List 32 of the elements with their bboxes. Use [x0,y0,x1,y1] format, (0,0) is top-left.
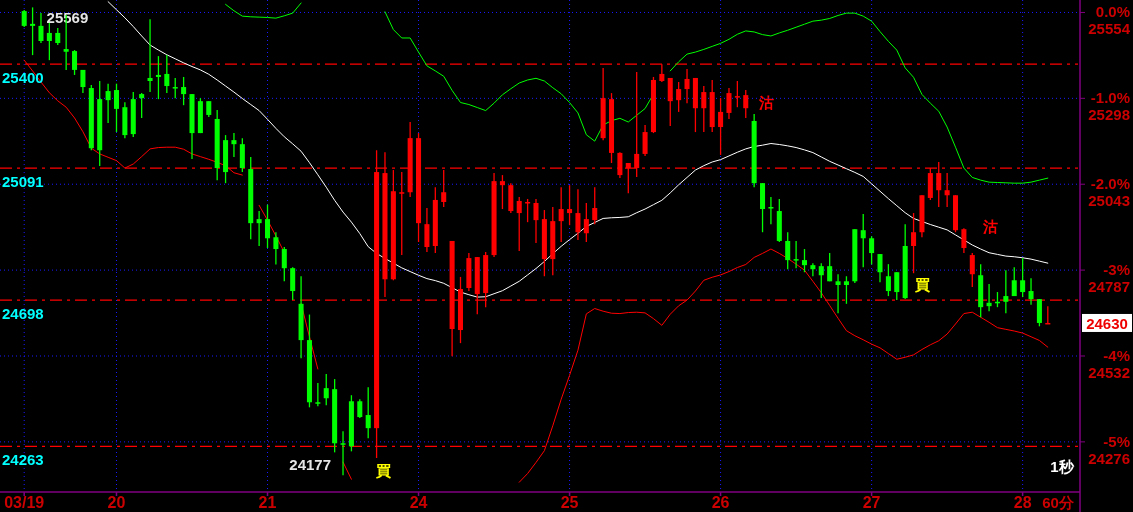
annotation: 1秒 [1050,458,1075,475]
ref-line-label: 25091 [2,173,44,191]
x-tick-label: 28 [1013,494,1032,511]
x-tick-label: 27 [862,494,881,511]
y2-tick-label: -4% [1103,346,1130,364]
y-tick-label: 24532 [1088,363,1130,381]
annotation: 24177 [289,456,332,474]
x-tick-label: 24 [409,494,428,511]
text: 24630 [1086,314,1128,332]
y-tick-label: 25298 [1088,106,1130,124]
ref-line-label: 24698 [2,305,44,323]
annotation: 沽 [982,218,999,236]
annotation: 沽 [758,94,775,112]
x-tick-label: 25 [560,494,579,511]
annotation: 買 [913,276,930,294]
y-tick-label: 24276 [1088,449,1130,467]
y2-tick-label: -2.0% [1090,175,1130,193]
y-tick-label: 25043 [1088,192,1130,210]
y2-tick-label: -3% [1103,261,1130,279]
x-tick-label: 21 [258,494,277,511]
x-tick-label: 26 [711,494,730,511]
text: 60分 [1042,494,1075,511]
y-tick-label: 24787 [1088,278,1130,296]
annotation: 買 [375,462,392,480]
x-tick-label: 03/19 [4,494,45,511]
y2-tick-label: -5% [1103,432,1130,450]
y2-tick-label: 0.0% [1095,3,1130,21]
x-tick-label: 20 [107,494,126,511]
annotation: 25569 [46,9,89,27]
y2-tick-label: -1.0% [1090,89,1130,107]
ref-line-label: 24263 [2,451,44,469]
y-tick-label: 25554 [1088,20,1131,38]
